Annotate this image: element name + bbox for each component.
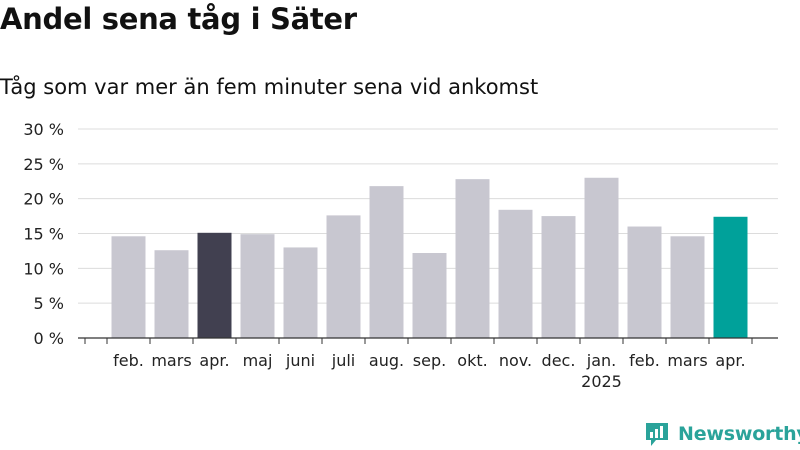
- y-tick-label: 30 %: [23, 120, 64, 139]
- bar: [240, 234, 275, 338]
- x-tick-label: aug.: [369, 351, 404, 370]
- bar: [111, 236, 146, 338]
- x-tick-label: mars: [667, 351, 707, 370]
- y-tick-label: 0 %: [34, 329, 64, 348]
- x-tick-label: nov.: [499, 351, 532, 370]
- bar: [283, 247, 318, 338]
- bar: [713, 216, 748, 338]
- chart-title: Andel sena tåg i Säter: [0, 2, 357, 36]
- bar: [154, 250, 189, 338]
- x-tick-label: sep.: [413, 351, 446, 370]
- y-tick-label: 5 %: [34, 294, 64, 313]
- bar: [197, 232, 232, 338]
- x-tick-label: dec.: [542, 351, 576, 370]
- bar: [369, 186, 404, 338]
- bar: [627, 226, 662, 338]
- y-tick-label: 10 %: [23, 259, 64, 278]
- y-tick-label: 15 %: [23, 225, 64, 244]
- x-tick-label: okt.: [457, 351, 487, 370]
- x-tick-label: jan.: [586, 351, 616, 370]
- x-tick-label: juli: [331, 351, 355, 370]
- y-tick-label: 25 %: [23, 155, 64, 174]
- bar: [455, 179, 490, 338]
- bar: [498, 209, 533, 338]
- bar: [541, 216, 576, 338]
- x-tick-label: feb.: [113, 351, 144, 370]
- newsworthy-wordmark: Newsworthy: [678, 423, 800, 445]
- x-tick-label: feb.: [629, 351, 660, 370]
- x-tick-label: juni: [285, 351, 315, 370]
- y-tick-label: 20 %: [23, 190, 64, 209]
- x-year-label: 2025: [581, 372, 622, 391]
- x-tick-label: apr.: [199, 351, 229, 370]
- bar: [584, 177, 619, 338]
- x-tick-label: apr.: [715, 351, 745, 370]
- bar: [412, 253, 447, 338]
- x-tick-label: mars: [151, 351, 191, 370]
- newsworthy-icon: [646, 423, 668, 446]
- bar: [326, 215, 361, 338]
- bar: [670, 236, 705, 338]
- x-tick-label: maj: [243, 351, 273, 370]
- chart-subtitle: Tåg som var mer än fem minuter sena vid …: [0, 75, 539, 99]
- newsworthy-logo: Newsworthy: [644, 420, 800, 448]
